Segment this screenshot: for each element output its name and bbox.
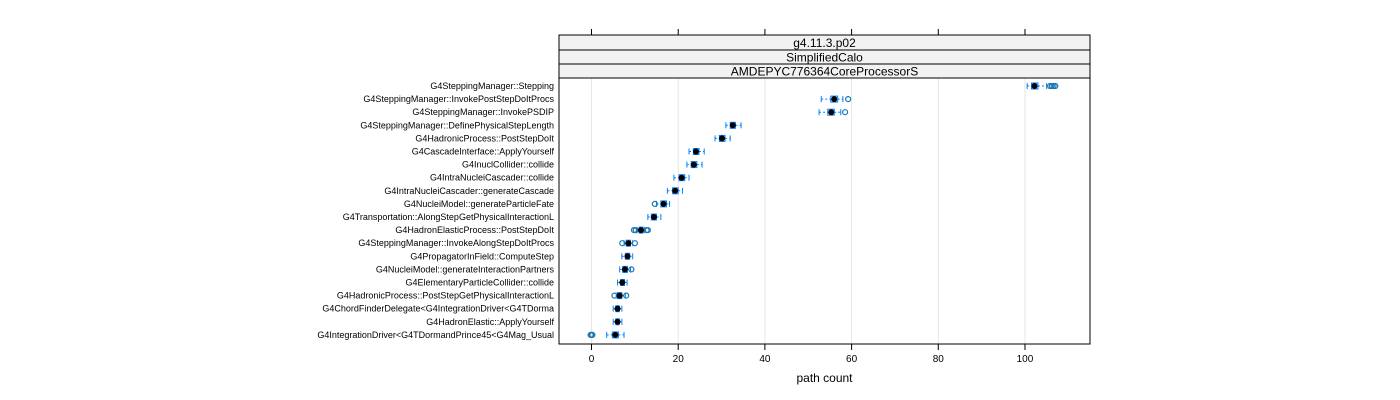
- outlier-point: [845, 95, 852, 103]
- x-tick-label-80: 80: [933, 354, 945, 365]
- x-axis-title: path count: [796, 371, 853, 385]
- median-point: [624, 253, 631, 260]
- category-label: G4ElementaryParticleCollider::collide: [405, 278, 554, 288]
- outlier-point: [631, 240, 638, 247]
- top-axis-ticks: [591, 29, 1026, 35]
- outlier-point: [628, 266, 635, 273]
- box-10: [647, 213, 662, 221]
- median-point: [692, 148, 699, 155]
- outlier-point: [589, 331, 596, 338]
- category-label: G4HadronicProcess::PostStepGetPhysicalIn…: [337, 291, 554, 301]
- outlier-point: [841, 109, 849, 116]
- median-point: [831, 96, 838, 103]
- median-point: [672, 187, 679, 194]
- box-0: [1026, 82, 1059, 90]
- category-label: G4InuclCollider::collide: [462, 160, 554, 170]
- strip-label-cpu: AMDEPYC776364CoreProcessorS: [731, 65, 918, 79]
- strip-label-benchmark: SimplifiedCalo: [786, 51, 863, 65]
- median-point: [729, 122, 736, 129]
- grid-lines: [591, 78, 1026, 344]
- median-point: [616, 292, 623, 299]
- category-label: G4SteppingManager::Stepping: [430, 81, 554, 91]
- box-1: [820, 95, 852, 103]
- category-label: G4IntraNucleiCascader::collide: [430, 173, 554, 183]
- box-iqr: [1030, 82, 1039, 90]
- box-7: [673, 174, 690, 182]
- strip-label-version: g4.11.3.p02: [793, 36, 856, 50]
- median-point: [612, 331, 619, 338]
- category-label: G4ChordFinderDelegate<G4IntegrationDrive…: [322, 304, 554, 314]
- x-axis: 0 20 40 60 80 100: [589, 344, 1034, 365]
- plot-panel-border: [558, 77, 1091, 345]
- box-18: [612, 318, 623, 326]
- outlier-point: [1052, 82, 1059, 90]
- x-tick-label-100: 100: [1017, 354, 1034, 365]
- median-point: [625, 240, 632, 247]
- category-label: G4NucleiModel::generateParticleFate: [404, 199, 554, 209]
- category-label: G4Transportation::AlongStepGetPhysicalIn…: [343, 212, 554, 222]
- category-label: G4IntegrationDriver<G4TDormandPrince45<G…: [317, 330, 554, 340]
- category-label: G4HadronicProcess::PostStepDoIt: [415, 133, 554, 143]
- category-label: G4PropagatorInField::ComputeStep: [410, 251, 554, 261]
- box-16: [611, 292, 630, 300]
- box-series: [587, 82, 1059, 339]
- x-tick-label-60: 60: [846, 354, 858, 365]
- outlier-point: [644, 227, 651, 234]
- box-15: [617, 279, 628, 286]
- box-17: [612, 305, 623, 313]
- category-label: G4IntraNucleiCascader::generateCascade: [384, 186, 554, 196]
- x-tick-label-20: 20: [673, 354, 685, 365]
- box-6: [686, 161, 703, 169]
- median-point: [637, 227, 644, 234]
- box-4: [714, 134, 731, 142]
- outlier-point: [619, 240, 626, 247]
- x-tick-label-0: 0: [589, 354, 595, 365]
- box-12: [619, 239, 638, 247]
- category-label: G4HadronElastic::ApplyYourself: [426, 317, 554, 327]
- category-label: G4SteppingManager::InvokePSDIP: [412, 107, 554, 117]
- category-label: G4SteppingManager::DefinePhysicalStepLen…: [360, 120, 554, 130]
- category-label: G4CascadeInterface::ApplyYourself: [412, 147, 555, 157]
- x-tick-label-40: 40: [759, 354, 771, 365]
- outlier-point: [623, 292, 630, 299]
- box-14: [619, 265, 635, 273]
- median-point: [660, 200, 667, 207]
- box-2: [818, 108, 849, 116]
- box-5: [688, 148, 705, 155]
- median-point: [621, 266, 628, 273]
- category-label: G4NucleiModel::generateInteractionPartne…: [376, 264, 555, 274]
- box-8: [666, 187, 684, 195]
- box-19: [587, 331, 625, 339]
- median-point: [828, 109, 835, 116]
- median-point: [718, 135, 725, 142]
- box-3: [725, 121, 742, 129]
- median-point: [650, 214, 657, 220]
- box-iqr: [827, 108, 835, 116]
- box-9: [651, 200, 671, 208]
- median-point: [1031, 83, 1038, 89]
- median-point: [690, 161, 697, 168]
- median-point: [614, 305, 621, 312]
- median-point: [619, 279, 626, 286]
- median-point: [614, 318, 621, 325]
- category-label: G4HadronElasticProcess::PostStepDoIt: [395, 225, 554, 235]
- box-13: [621, 252, 634, 260]
- category-label: G4SteppingManager::InvokePostStepDoItPro…: [363, 94, 554, 104]
- outlier-point: [651, 200, 658, 207]
- category-label: G4SteppingManager::InvokeAlongStepDoItPr…: [358, 238, 554, 248]
- strip-headers: g4.11.3.p02 SimplifiedCalo AMDEPYC776364…: [558, 34, 1091, 79]
- box-11: [630, 226, 651, 234]
- median-point: [678, 174, 685, 181]
- y-axis-labels: G4SteppingManager::SteppingG4SteppingMan…: [317, 81, 554, 340]
